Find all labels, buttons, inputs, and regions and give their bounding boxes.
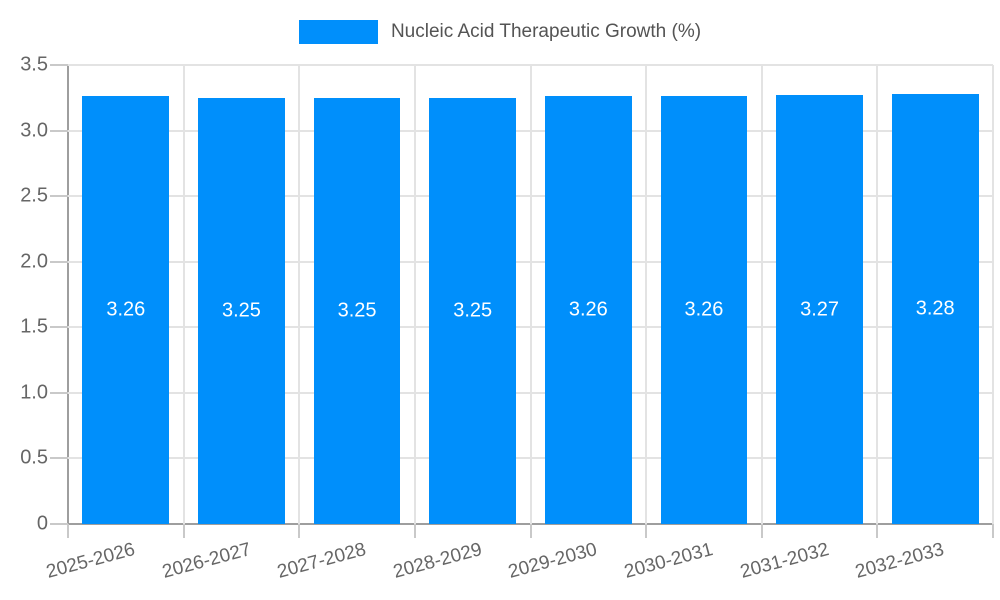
x-gridline [529, 65, 532, 524]
y-tick-label: 0 [36, 512, 48, 535]
bar-value-label: 3.28 [915, 297, 955, 320]
x-tick-label: 2032-2033 [853, 539, 947, 583]
x-tick-label: 2031-2032 [737, 539, 831, 583]
bar[interactable] [660, 96, 748, 524]
x-gridline [645, 65, 648, 524]
x-tick-mark [760, 524, 763, 538]
y-tick-label: 1.0 [20, 381, 48, 404]
x-tick-label: 2028-2029 [390, 539, 485, 583]
plot-area: 3.26 3.25 3.25 3.25 3.26 3.26 3.27 3.28 [68, 64, 994, 524]
bar[interactable] [429, 97, 517, 524]
x-tick-mark [298, 524, 301, 538]
x-tick-label: 2025-2026 [44, 539, 138, 583]
y-tick-mark [50, 129, 68, 132]
y-tick-label: 2.0 [20, 250, 48, 273]
x-tick-mark [67, 524, 69, 538]
y-tick-mark [50, 64, 68, 66]
x-tick-mark [992, 524, 994, 538]
bar-value-label: 3.26 [684, 298, 724, 321]
x-gridline [182, 65, 185, 524]
x-tick-mark [529, 524, 532, 538]
y-tick-label: 2.5 [20, 184, 48, 207]
x-gridline [298, 65, 301, 524]
y-tick-mark [50, 523, 68, 525]
y-tick-mark [50, 326, 68, 329]
y-tick-mark [50, 391, 68, 394]
x-tick-mark [413, 524, 416, 538]
legend-swatch-icon [298, 20, 378, 44]
bar[interactable] [82, 96, 170, 524]
bar-value-label: 3.25 [337, 299, 377, 322]
bar-value-label: 3.26 [568, 298, 608, 321]
bar[interactable] [891, 93, 979, 524]
x-tick-label: 2030-2031 [622, 539, 716, 583]
x-tick-label: 2027-2028 [275, 539, 369, 583]
x-tick-label: 2029-2030 [506, 539, 600, 583]
y-axis-line [67, 65, 69, 524]
x-gridline [760, 65, 763, 524]
x-gridline [413, 65, 416, 524]
x-tick-mark [645, 524, 648, 538]
x-tick-label: 2026-2027 [159, 539, 253, 583]
bar-value-label: 3.26 [106, 298, 146, 321]
y-tick-mark [50, 195, 68, 198]
y-tick-label: 1.5 [20, 315, 48, 338]
x-tick-mark [876, 524, 879, 538]
bar[interactable] [198, 97, 285, 524]
y-tick-mark [50, 457, 68, 460]
bar[interactable] [544, 96, 632, 524]
y-tick-mark [50, 260, 68, 263]
y-tick-label: 0.5 [20, 446, 48, 469]
bar-value-label: 3.25 [453, 299, 493, 322]
bar-value-label: 3.25 [221, 299, 261, 322]
y-tick-label: 3.0 [20, 119, 48, 142]
x-gridline [992, 65, 994, 524]
x-gridline [876, 65, 879, 524]
bar-value-label: 3.27 [800, 298, 840, 321]
bar[interactable] [313, 97, 401, 524]
legend-label: Nucleic Acid Therapeutic Growth (%) [390, 21, 702, 42]
bar[interactable] [776, 95, 863, 524]
x-tick-mark [182, 524, 185, 538]
y-tick-label: 3.5 [20, 53, 48, 76]
legend[interactable]: Nucleic Acid Therapeutic Growth (%) [0, 19, 1000, 45]
